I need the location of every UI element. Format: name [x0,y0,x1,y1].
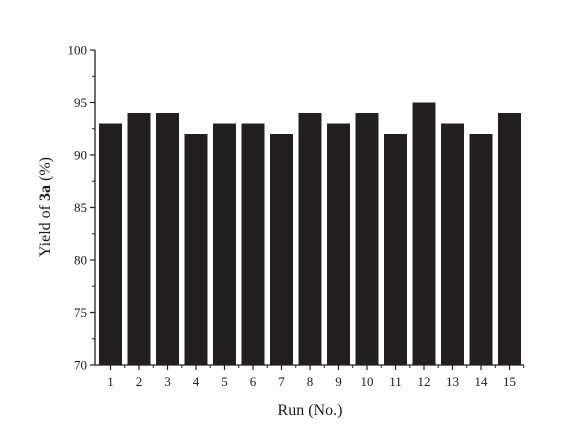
x-tick-label: 6 [250,374,257,389]
x-tick-label: 5 [221,374,228,389]
y-ticks: 70 75 80 85 90 95 100 [68,43,95,373]
x-tick-label: 4 [193,374,200,389]
bar-run-2 [127,113,151,365]
y-axis-title-prefix: Yield of [37,201,54,257]
bar-run-4 [184,134,208,365]
x-tick-label: 12 [418,374,431,389]
bar-run-3 [156,113,179,365]
y-tick-label: 100 [68,43,88,58]
y-tick-label: 80 [74,253,87,268]
x-tick-label: 11 [389,374,402,389]
bars [99,102,521,365]
x-tick-label: 13 [446,374,459,389]
y-tick-label: 90 [74,148,87,163]
y-tick-label: 70 [74,358,87,373]
bar-run-15 [498,113,521,365]
bar-run-6 [241,123,265,365]
bar-run-13 [441,123,464,365]
bar-run-9 [327,123,350,365]
y-tick-label: 95 [74,95,87,110]
bar-run-5 [213,123,236,365]
bar-run-12 [412,102,436,365]
x-tick-label: 10 [361,374,374,389]
x-tick-label: 14 [475,374,489,389]
y-axis-title-unit: (%) [37,157,54,185]
x-ticks: 1 2 3 4 5 6 7 8 9 10 11 12 13 14 15 [107,365,525,389]
x-axis-title: Run (No.) [278,402,343,419]
y-axis-title-compound: 3a [37,185,54,201]
bar-run-14 [469,134,493,365]
y-tick-label: 75 [74,305,87,320]
y-axis-title: Yield of 3a (%) [37,157,54,257]
x-tick-label: 8 [307,374,314,389]
x-tick-label: 15 [503,374,516,389]
x-tick-label: 7 [278,374,285,389]
bar-run-8 [298,113,322,365]
y-tick-label: 85 [74,200,87,215]
x-tick-label: 2 [136,374,143,389]
bar-run-7 [270,134,293,365]
x-tick-label: 9 [335,374,342,389]
x-tick-label: 1 [107,374,114,389]
bar-run-10 [355,113,379,365]
bar-run-11 [384,134,407,365]
bar-run-1 [99,123,122,365]
x-tick-label: 3 [164,374,171,389]
